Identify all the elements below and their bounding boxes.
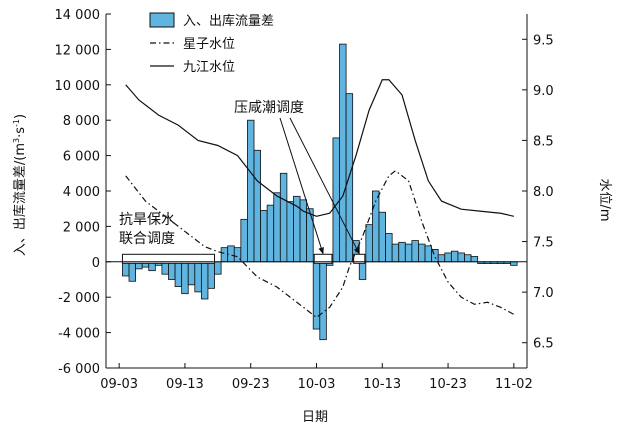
bar-09-18 xyxy=(214,261,222,275)
legend-label-jiujiang: 九江水位 xyxy=(183,60,235,75)
arrow-saltwater-2 xyxy=(289,117,360,255)
bar-10-14 xyxy=(385,233,393,263)
axes xyxy=(105,13,528,369)
bar-09-19 xyxy=(220,247,229,263)
bar-09-05 xyxy=(128,261,137,282)
bar-10-02 xyxy=(306,208,314,263)
y-left-tick-label: -6 000 xyxy=(58,362,100,377)
annotation-saltwater: 压咸潮调度 xyxy=(234,100,304,116)
bar-10-18 xyxy=(411,240,419,263)
y-left-tick-label: -4 000 xyxy=(58,327,100,342)
x-tick-label: 10-13 xyxy=(363,377,401,392)
line-xingzi-water-level xyxy=(125,170,515,319)
bar-10-06 xyxy=(332,137,340,263)
bar-09-27 xyxy=(273,192,281,263)
bar-09-23 xyxy=(247,119,255,263)
bar-10-13 xyxy=(378,211,386,263)
y-right-tick-label: 8.5 xyxy=(533,134,554,149)
x-tick-label: 09-13 xyxy=(166,377,204,392)
bar-10-11 xyxy=(365,224,373,263)
x-tick-label: 09-03 xyxy=(100,377,138,392)
y-left-tick-label: 6 000 xyxy=(63,150,100,165)
y-left-tick-label: 14 000 xyxy=(55,8,101,23)
bar-10-23 xyxy=(444,252,452,263)
bar-10-24 xyxy=(450,250,459,263)
y-left-tick-label: 4 000 xyxy=(63,185,100,200)
annotation-box-drought xyxy=(121,253,216,264)
bar-10-26 xyxy=(464,254,472,263)
y-right-tick-label: 6.5 xyxy=(533,337,554,352)
bar-series-flow-difference xyxy=(122,43,518,341)
bar-10-04 xyxy=(319,261,327,341)
y-left-tick-label: -2 000 xyxy=(58,291,100,306)
y-left-tick-label: 2 000 xyxy=(63,220,100,235)
x-tick-label: 10-23 xyxy=(429,377,467,392)
bar-09-26 xyxy=(266,204,275,263)
x-tick-label: 09-23 xyxy=(232,377,270,392)
y-left-tick-label: 10 000 xyxy=(55,79,101,94)
bar-09-04 xyxy=(122,261,130,277)
annotation-drought-line2: 联合调度 xyxy=(119,231,175,247)
legend-label-bar: 入、出库流量差 xyxy=(183,13,274,29)
bar-09-14 xyxy=(187,261,196,286)
y-right-tick-label: 7.0 xyxy=(533,286,554,301)
x-tick-label: 11-02 xyxy=(495,377,533,392)
bar-09-29 xyxy=(286,201,294,263)
bar-10-16 xyxy=(398,241,406,263)
bar-09-12 xyxy=(174,261,183,287)
x-tick-label: 10-03 xyxy=(298,377,336,392)
bar-10-07 xyxy=(339,43,347,263)
bar-10-03 xyxy=(312,261,321,330)
legend-swatch-bar xyxy=(149,12,175,28)
tick-labels: -6 000 -4 000 -2 000 0 2 000 4 000 6 000 8 000 1… xyxy=(55,8,554,392)
annotation-arrows xyxy=(279,117,360,255)
bar-10-15 xyxy=(391,243,400,263)
water-level-lines xyxy=(125,79,515,319)
bar-09-16 xyxy=(200,261,209,300)
y-left-tick-label: 12 000 xyxy=(55,43,101,58)
bar-09-20 xyxy=(227,245,235,263)
y-left-tick-label: 8 000 xyxy=(63,114,100,129)
annotation-boxes xyxy=(121,253,366,264)
bar-09-28 xyxy=(279,172,288,263)
annotation-drought-line1: 抗旱保水 xyxy=(119,212,175,228)
y-right-tick-label: 9.5 xyxy=(533,33,554,48)
bar-09-24 xyxy=(253,149,261,263)
bar-09-13 xyxy=(181,261,189,295)
bar-10-22 xyxy=(437,254,446,263)
y-right-tick-label: 9.0 xyxy=(533,84,554,99)
bar-10-20 xyxy=(424,245,433,263)
legend-label-xingzi: 星子水位 xyxy=(183,37,235,52)
bar-09-25 xyxy=(260,210,268,263)
bar-09-15 xyxy=(194,261,202,293)
bar-10-17 xyxy=(404,243,413,263)
x-axis-title: 日期 xyxy=(302,410,328,425)
y-left-tick-label: 0 xyxy=(92,256,100,271)
bar-10-25 xyxy=(457,252,465,263)
y-axis-title-right: 水位/m xyxy=(597,178,612,221)
line-jiujiang-water-level xyxy=(125,79,514,217)
bar-10-27 xyxy=(470,256,479,263)
bar-10-10 xyxy=(358,261,367,280)
bar-09-11 xyxy=(168,261,176,280)
y-right-tick-label: 7.5 xyxy=(533,236,554,251)
y-axis-title-left: 入、出库流量差/(m3·s-1) xyxy=(12,114,28,256)
bar-09-22 xyxy=(240,218,248,263)
legend: 入、出库流量差 星子水位 九江水位 xyxy=(149,12,274,75)
bar-09-17 xyxy=(207,261,215,289)
bar-10-19 xyxy=(418,243,426,263)
y-right-tick-label: 8.0 xyxy=(533,185,554,200)
arrow-saltwater-1 xyxy=(279,117,324,255)
bar-11-02 xyxy=(510,261,518,266)
